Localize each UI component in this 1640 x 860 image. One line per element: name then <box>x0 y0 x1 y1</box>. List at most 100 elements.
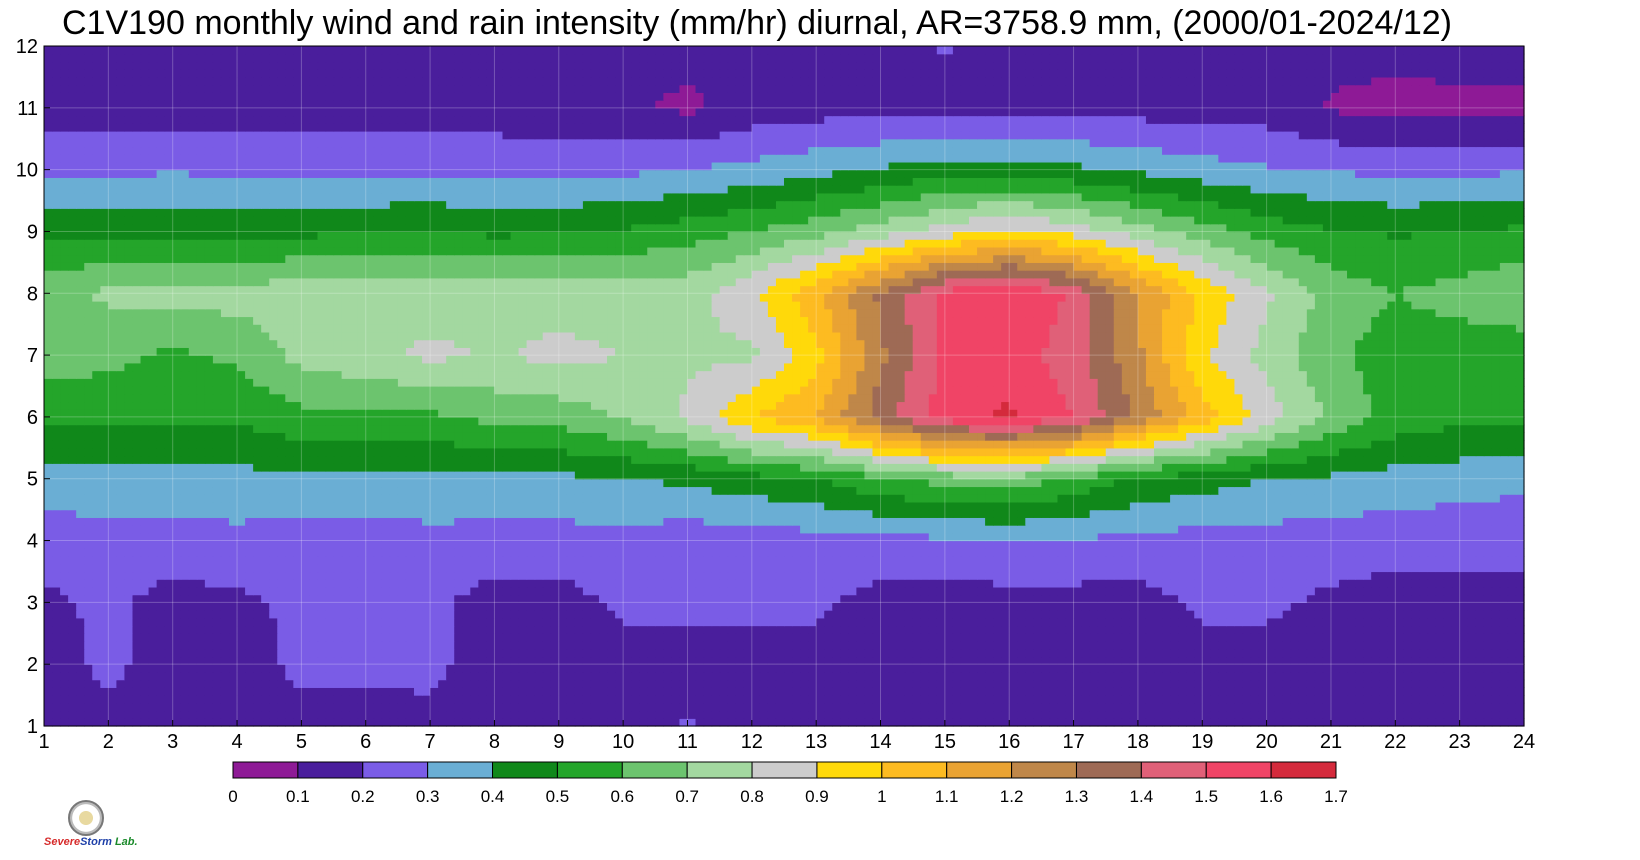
heatmap-cell <box>583 633 592 641</box>
heatmap-cell <box>1218 656 1227 664</box>
heatmap-cell <box>1347 703 1356 711</box>
heatmap-cell <box>639 626 648 634</box>
heatmap-cell <box>1267 664 1276 672</box>
heatmap-cell <box>108 641 117 649</box>
heatmap-cell <box>1387 687 1396 695</box>
heatmap-cell <box>551 687 560 695</box>
heatmap-cell <box>430 711 439 719</box>
heatmap-cell <box>889 664 898 672</box>
heatmap-cell <box>165 649 174 657</box>
heatmap-cell <box>422 649 431 657</box>
heatmap-cell <box>1484 695 1493 703</box>
heatmap-cell <box>60 664 69 672</box>
heatmap-cell <box>1307 711 1316 719</box>
heatmap-cell <box>1508 711 1517 719</box>
heatmap-cell <box>1516 649 1525 657</box>
heatmap-cell <box>390 626 399 634</box>
heatmap-cell <box>1033 641 1042 649</box>
heatmap-cell <box>100 649 109 657</box>
heatmap-cell <box>462 695 471 703</box>
heatmap-cell <box>800 703 809 711</box>
heatmap-cell <box>1452 641 1461 649</box>
heatmap-cell <box>1017 703 1026 711</box>
heatmap-cell <box>502 656 511 664</box>
heatmap-cell <box>1411 641 1420 649</box>
heatmap-cell <box>905 664 914 672</box>
heatmap-cell <box>141 641 150 649</box>
heatmap-cell <box>1323 695 1332 703</box>
heatmap-cell <box>470 672 479 680</box>
heatmap-cell <box>1315 680 1324 688</box>
heatmap-cell <box>1452 633 1461 641</box>
heatmap-cell <box>116 649 125 657</box>
heatmap-cell <box>44 664 53 672</box>
heatmap-cell <box>969 664 978 672</box>
heatmap-cell <box>1331 695 1340 703</box>
heatmap-cell <box>213 664 222 672</box>
heatmap-cell <box>1331 649 1340 657</box>
heatmap-cell <box>1017 656 1026 664</box>
heatmap-cell <box>132 641 141 649</box>
heatmap-cell <box>1170 649 1179 657</box>
heatmap-cell <box>221 718 230 726</box>
heatmap-cell <box>913 664 922 672</box>
heatmap-cell <box>623 626 632 634</box>
heatmap-cell <box>687 626 696 634</box>
heatmap-cell <box>961 633 970 641</box>
heatmap-cell <box>181 672 190 680</box>
heatmap-cell <box>511 680 520 688</box>
heatmap-cell <box>696 703 705 711</box>
heatmap-cell <box>768 680 777 688</box>
heatmap-cell <box>808 695 817 703</box>
heatmap-cell <box>350 626 359 634</box>
heatmap-cell <box>1275 672 1284 680</box>
heatmap-cell <box>478 695 487 703</box>
heatmap-cell <box>478 664 487 672</box>
heatmap-cell <box>1484 649 1493 657</box>
heatmap-cell <box>631 672 640 680</box>
heatmap-cell <box>1178 695 1187 703</box>
heatmap-cell <box>1009 633 1018 641</box>
heatmap-cell <box>744 641 753 649</box>
heatmap-cell <box>1057 633 1066 641</box>
heatmap-cell <box>599 664 608 672</box>
heatmap-cell <box>1291 641 1300 649</box>
heatmap-cell <box>1508 649 1517 657</box>
heatmap-cell <box>478 718 487 726</box>
heatmap-cell <box>1444 649 1453 657</box>
heatmap-cell <box>60 633 69 641</box>
heatmap-cell <box>872 687 881 695</box>
heatmap-cell <box>1170 711 1179 719</box>
heatmap-cell <box>326 711 335 719</box>
heatmap-cell <box>696 656 705 664</box>
heatmap-cell <box>921 641 930 649</box>
heatmap-cell <box>728 641 737 649</box>
heatmap-cell <box>599 656 608 664</box>
heatmap-cell <box>237 718 246 726</box>
heatmap-cell <box>655 672 664 680</box>
heatmap-cell <box>446 687 455 695</box>
heatmap-cell <box>1259 656 1268 664</box>
heatmap-cell <box>1283 680 1292 688</box>
heatmap-cell <box>100 656 109 664</box>
heatmap-cell <box>567 718 576 726</box>
heatmap-cell <box>583 641 592 649</box>
heatmap-cell <box>181 656 190 664</box>
heatmap-cell <box>1283 664 1292 672</box>
heatmap-cell <box>438 680 447 688</box>
heatmap-cell <box>1251 695 1260 703</box>
heatmap-cell <box>768 687 777 695</box>
heatmap-cell <box>889 672 898 680</box>
heatmap-cell <box>1460 687 1469 695</box>
heatmap-cell <box>1218 641 1227 649</box>
heatmap-cell <box>1251 680 1260 688</box>
heatmap-cell <box>1202 680 1211 688</box>
heatmap-cell <box>969 687 978 695</box>
heatmap-cell <box>1323 711 1332 719</box>
heatmap-cell <box>1395 633 1404 641</box>
heatmap-cell <box>800 672 809 680</box>
heatmap-cell <box>889 680 898 688</box>
heatmap-cell <box>856 633 865 641</box>
heatmap-cell <box>1411 633 1420 641</box>
heatmap-cell <box>1452 680 1461 688</box>
